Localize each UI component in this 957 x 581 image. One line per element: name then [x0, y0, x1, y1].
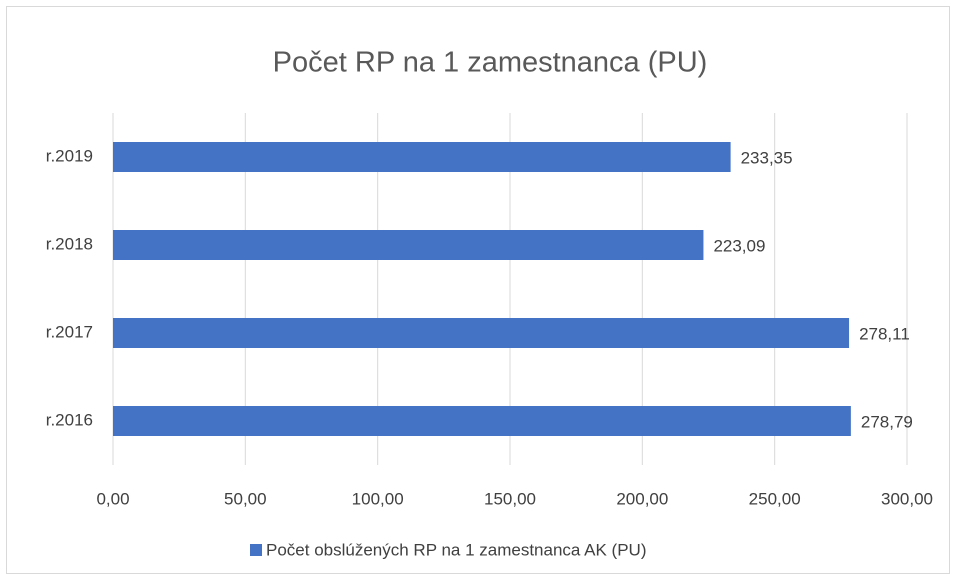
- x-tick-label: 250,00: [749, 489, 801, 508]
- y-tick-label: r.2018: [46, 234, 93, 253]
- data-label: 223,09: [713, 236, 765, 255]
- x-tick-label: 100,00: [352, 489, 404, 508]
- bar: [113, 318, 850, 348]
- data-label: 278,11: [859, 324, 910, 343]
- data-label: 278,79: [861, 412, 913, 431]
- y-tick-label: r.2017: [46, 322, 93, 341]
- x-tick-label: 0,00: [96, 489, 129, 508]
- data-label: 233,35: [741, 148, 793, 167]
- bar: [113, 142, 731, 172]
- y-tick-label: r.2019: [46, 146, 93, 165]
- bar: [113, 230, 704, 260]
- chart-border: [6, 6, 950, 574]
- x-tick-label: 50,00: [224, 489, 267, 508]
- chart-title: Počet RP na 1 zamestnanca (PU): [273, 47, 708, 79]
- x-tick-label: 150,00: [484, 489, 536, 508]
- legend-label: Počet obslúžených RP na 1 zamestnanca AK…: [266, 540, 647, 559]
- legend-swatch: [250, 544, 262, 556]
- y-tick-label: r.2016: [46, 410, 93, 429]
- x-tick-label: 300,00: [881, 489, 933, 508]
- bar: [113, 406, 851, 436]
- x-tick-label: 200,00: [616, 489, 668, 508]
